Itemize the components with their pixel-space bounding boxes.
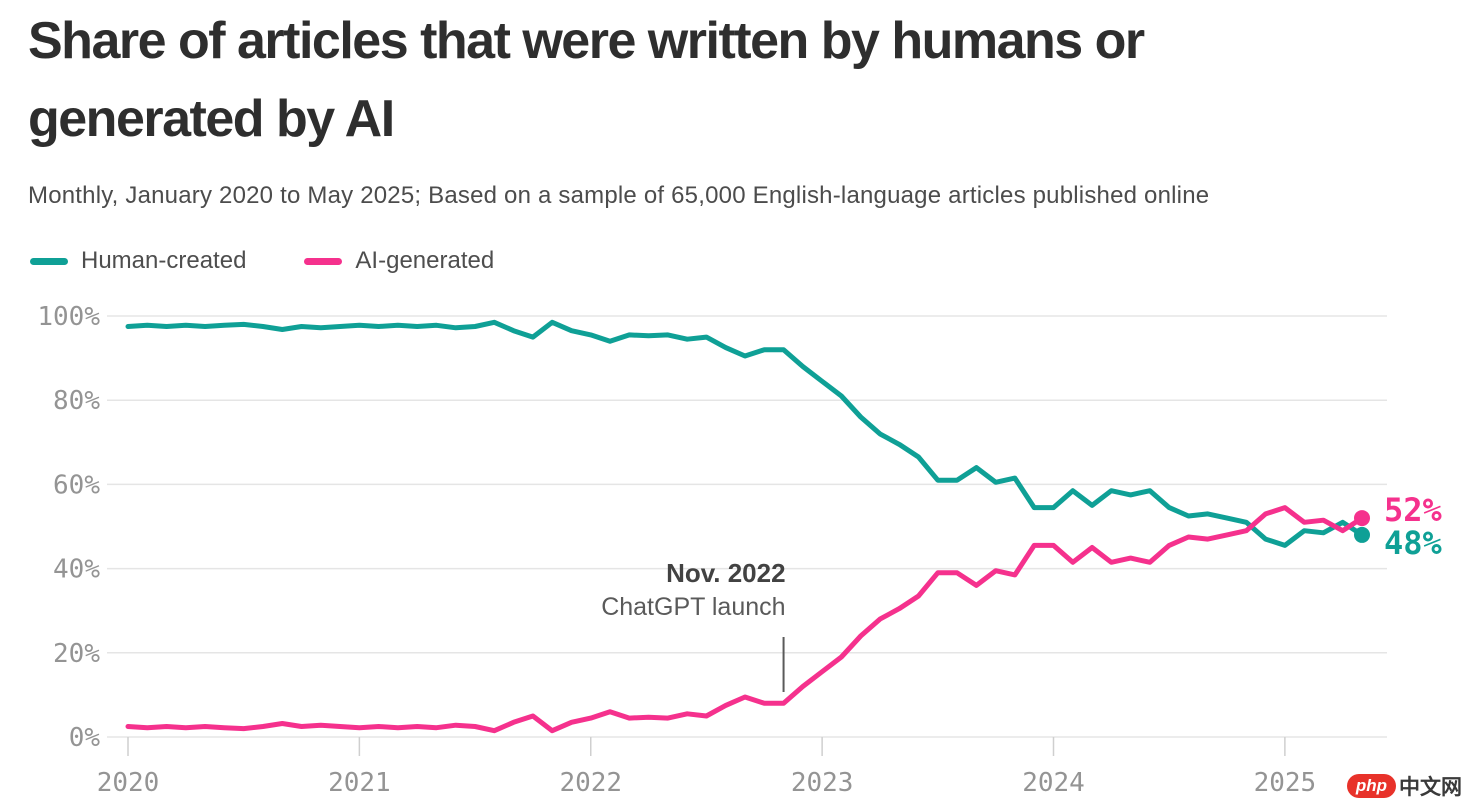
x-tick-label: 2025 [1254,768,1317,798]
x-tick-label: 2022 [559,768,622,798]
x-tick-label: 2024 [1022,768,1085,798]
y-tick-label: 40% [53,555,100,585]
end-value-label-ai-generated: 52% [1384,491,1443,529]
annotation-subtitle: ChatGPT launch [601,593,785,621]
end-value-label-human-created: 48% [1384,524,1443,562]
legend-label: Human-created [81,247,247,274]
watermark-text: 中文网 [1399,776,1462,799]
annotation-title: Nov. 2022 [666,558,785,588]
series-line-ai-generated [125,505,1365,734]
chart-title: Share of articles that were written by h… [28,12,1145,148]
x-tick-label: 2021 [328,768,391,798]
end-dot-human-created [1354,526,1370,543]
legend-label: AI-generated [355,247,495,274]
watermark-php-logo-icon: php [1346,774,1396,798]
legend-swatch-icon [30,257,68,265]
legend-item-human-created: Human-created [30,247,246,275]
watermark: php 中文网 [1346,771,1462,801]
y-tick-label: 80% [53,386,100,416]
y-tick-label: 20% [53,639,100,669]
y-tick-label: 0% [69,723,101,753]
series-line-human-created [125,319,1365,548]
legend-swatch-icon [304,257,343,265]
y-tick-label: 60% [53,470,100,500]
chart-subtitle: Monthly, January 2020 to May 2025; Based… [28,182,1210,209]
chart-legend: Human-created AI-generated [30,247,494,275]
legend-item-ai-generated: AI-generated [304,247,494,275]
x-tick-label: 2020 [97,768,160,798]
x-tick-label: 2023 [791,768,854,798]
end-dot-ai-generated [1354,510,1370,527]
y-tick-label: 100% [37,302,100,332]
